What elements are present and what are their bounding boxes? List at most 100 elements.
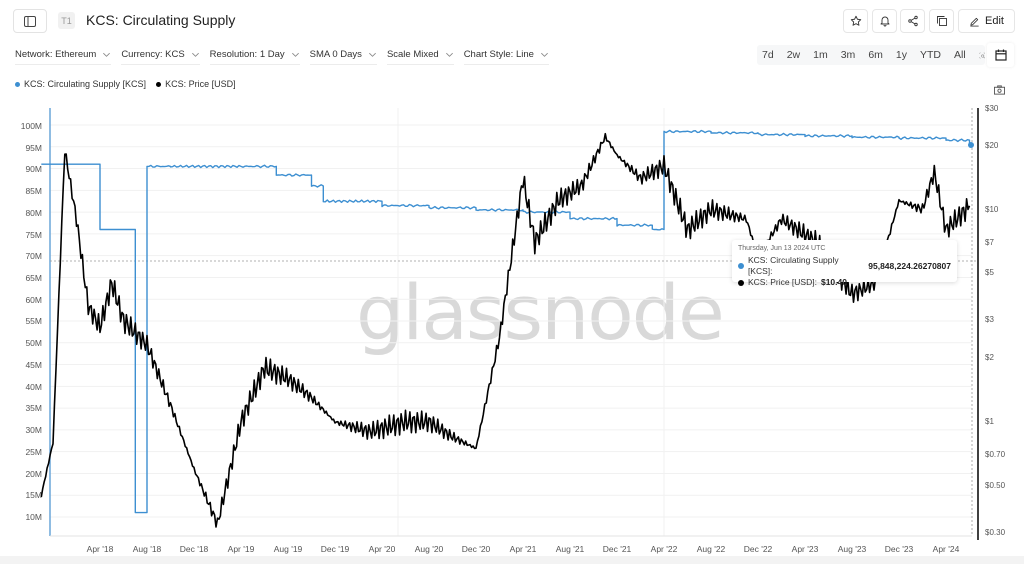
tooltip-price-value: $10.40	[820, 277, 847, 287]
series-dot-icon	[738, 279, 744, 286]
currency-select-label: Currency: KCS	[121, 49, 185, 60]
tooltip-row-price: KCS: Price [USD]: $10.40	[738, 277, 951, 288]
edit-button[interactable]: Edit	[958, 9, 1015, 33]
x-tick: Dec '18	[179, 544, 209, 554]
tooltip-date: Thursday, Jun 13 2024 UTC	[738, 245, 826, 252]
chevron-down-icon	[368, 52, 376, 57]
sma-select[interactable]: SMA 0 Days	[309, 49, 377, 65]
sidebar-icon	[24, 15, 36, 27]
chart-legend: KCS: Circulating Supply [KCS] KCS: Price…	[15, 79, 236, 89]
y-tick: 95M	[25, 143, 42, 153]
resolution-select[interactable]: Resolution: 1 Day	[209, 49, 300, 65]
legend-dot-icon	[15, 81, 20, 87]
camera-icon	[994, 85, 1005, 95]
legend-item-supply[interactable]: KCS: Circulating Supply [KCS]	[15, 79, 146, 89]
chevron-down-icon	[291, 52, 299, 57]
sidebar-toggle-button[interactable]	[13, 9, 47, 33]
scale-select[interactable]: Scale Mixed	[386, 49, 454, 65]
legend-label: KCS: Circulating Supply [KCS]	[24, 79, 147, 89]
range-2w-button[interactable]: 2w	[786, 49, 801, 61]
range-all-button[interactable]: All	[954, 49, 966, 61]
y-tick: 35M	[25, 403, 42, 413]
y-tick: $0.70	[985, 450, 1006, 459]
x-tick: Apr '21	[509, 544, 537, 554]
x-tick: Aug '23	[837, 544, 867, 554]
x-tick: Aug '19	[273, 544, 303, 554]
share-button[interactable]	[900, 9, 925, 33]
supply-series-line	[41, 129, 971, 514]
y-tick: 20M	[25, 469, 42, 479]
y-tick: $0.50	[985, 481, 1006, 490]
page-title: KCS: Circulating Supply	[86, 12, 236, 28]
x-tick: Aug '20	[414, 544, 444, 554]
chart-style-select[interactable]: Chart Style: Line	[463, 49, 549, 65]
legend-dot-icon	[156, 81, 162, 87]
legend-label: KCS: Price [USD]	[165, 79, 236, 89]
y-tick: $30	[985, 104, 999, 113]
x-tick: Dec '23	[884, 544, 914, 554]
time-range-selector: 7d 2w 1m 3m 6m 1y YTD All	[757, 45, 985, 65]
tooltip-supply-value: 95,848,224.26270807	[868, 260, 951, 271]
chevron-down-icon	[540, 52, 548, 57]
y-tick: 10M	[25, 512, 42, 522]
price-series-line	[40, 132, 971, 528]
y-tick: 90M	[25, 164, 42, 174]
range-6m-button[interactable]: 6m	[868, 49, 883, 61]
tooltip-supply-label: KCS: Circulating Supply [KCS]:	[747, 255, 839, 276]
date-picker-button[interactable]	[987, 43, 1014, 67]
range-ytd-button[interactable]: YTD	[920, 49, 941, 61]
y-tick: 60M	[25, 295, 42, 305]
pencil-icon	[970, 17, 979, 26]
filter-bar: Network: Ethereum Currency: KCS Resoluti…	[15, 49, 559, 65]
y-tick: $7	[985, 238, 994, 247]
favorite-button[interactable]	[843, 9, 868, 33]
grid-lines	[50, 108, 972, 536]
y-tick: 70M	[25, 251, 42, 261]
x-tick: Aug '21	[555, 544, 585, 554]
range-1m-button[interactable]: 1m	[813, 49, 828, 61]
chart-tooltip: Thursday, Jun 13 2024 UTC KCS: Circulati…	[732, 240, 957, 287]
y-tick: $10	[985, 205, 999, 214]
tooltip-price-label: KCS: Price [USD]:	[748, 277, 817, 287]
currency-select[interactable]: Currency: KCS	[121, 49, 200, 65]
range-3m-button[interactable]: 3m	[840, 49, 856, 61]
y-tick: 40M	[25, 382, 42, 392]
y-tick: $1	[985, 417, 994, 426]
network-select[interactable]: Network: Ethereum	[15, 49, 112, 65]
tier-badge: T1	[58, 12, 75, 29]
zoom-select-icon[interactable]	[978, 50, 985, 61]
share-icon	[907, 15, 918, 27]
y-tick: $2	[985, 353, 994, 362]
calendar-icon	[994, 49, 1007, 61]
y-tick: 85M	[25, 186, 42, 196]
x-tick: Aug '18	[132, 544, 162, 554]
network-select-label: Network: Ethereum	[15, 49, 97, 60]
resolution-select-label: Resolution: 1 Day	[209, 49, 285, 60]
sma-select-label: SMA 0 Days	[309, 49, 362, 60]
bell-icon	[880, 16, 889, 27]
y-tick: $5	[985, 268, 994, 277]
y-tick: 15M	[25, 490, 42, 500]
range-7d-button[interactable]: 7d	[762, 49, 774, 61]
chart-style-select-label: Chart Style: Line	[463, 49, 534, 60]
copy-icon	[936, 16, 947, 26]
y-tick: 55M	[25, 316, 42, 326]
x-tick: Dec '20	[461, 544, 491, 554]
edit-label: Edit	[985, 15, 1004, 27]
y-tick: 75M	[25, 230, 42, 240]
legend-item-price[interactable]: KCS: Price [USD]	[156, 79, 236, 89]
x-tick: Dec '21	[602, 544, 632, 554]
copy-button[interactable]	[929, 9, 954, 33]
x-tick: Apr '20	[368, 544, 396, 554]
y-tick: 50M	[25, 338, 42, 348]
x-tick: Apr '23	[791, 544, 819, 554]
chevron-down-icon	[445, 52, 453, 57]
chevron-down-icon	[103, 52, 111, 57]
star-icon	[850, 15, 861, 26]
range-1y-button[interactable]: 1y	[895, 49, 907, 61]
alert-button[interactable]	[872, 9, 897, 33]
screenshot-button[interactable]	[994, 82, 1005, 100]
series-dot-icon	[738, 263, 744, 269]
y-tick: 80M	[25, 208, 42, 218]
